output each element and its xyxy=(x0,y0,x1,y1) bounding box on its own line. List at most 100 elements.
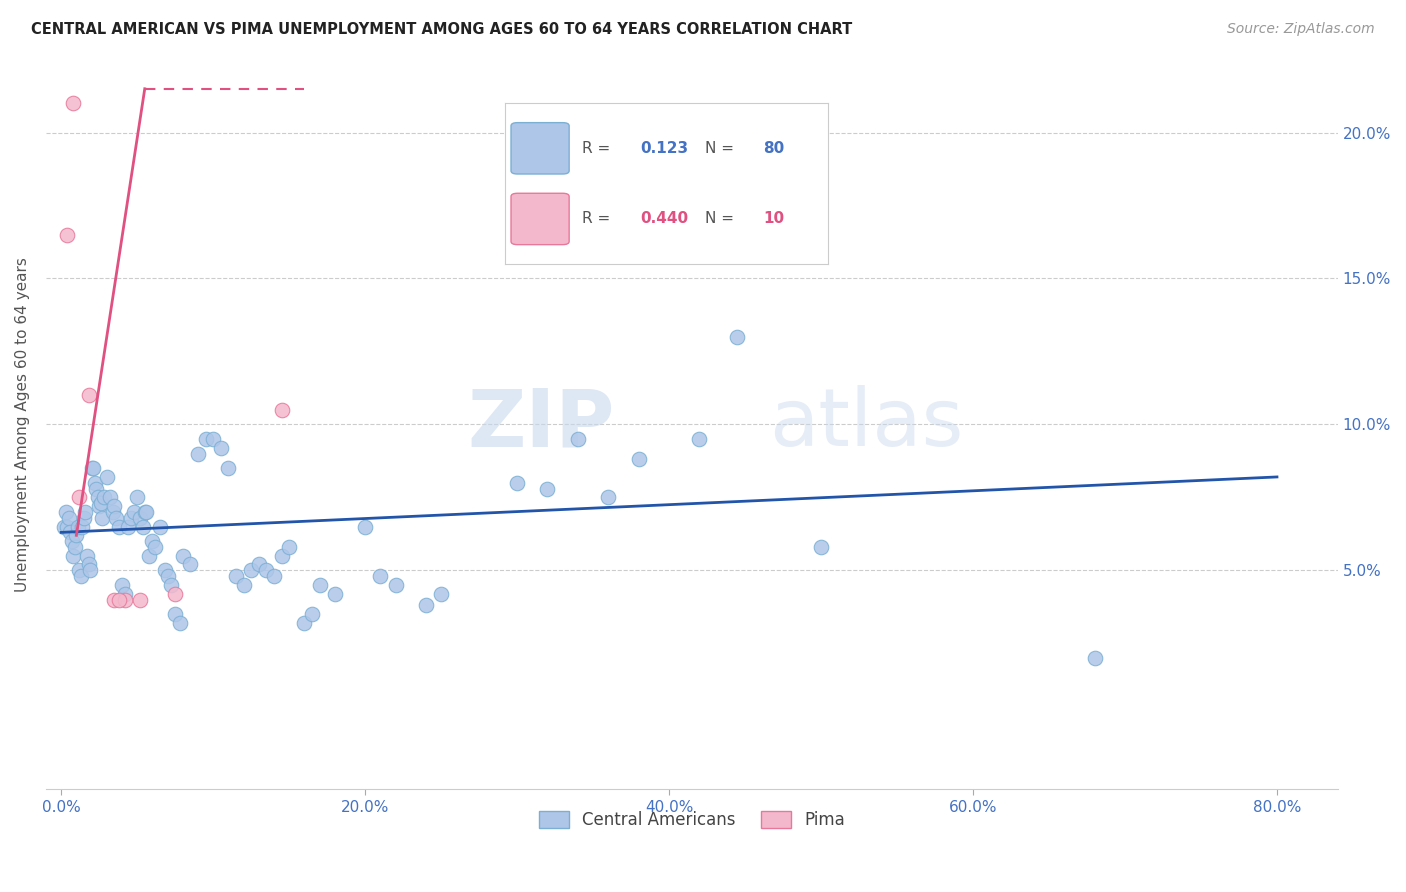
Point xyxy=(187,447,209,461)
Point xyxy=(278,540,301,554)
Point xyxy=(114,592,136,607)
Point xyxy=(1084,651,1107,665)
Y-axis label: Unemployment Among Ages 60 to 64 years: Unemployment Among Ages 60 to 64 years xyxy=(15,257,30,592)
Point xyxy=(98,491,121,505)
Point xyxy=(108,519,131,533)
Point xyxy=(169,615,191,630)
Point xyxy=(384,578,406,592)
Point xyxy=(76,549,98,563)
Point xyxy=(91,510,114,524)
Point xyxy=(292,615,315,630)
Point xyxy=(60,534,83,549)
Point xyxy=(270,402,292,417)
Legend: Central Americans, Pima: Central Americans, Pima xyxy=(533,804,852,836)
Point xyxy=(194,432,217,446)
Point xyxy=(86,491,108,505)
Point xyxy=(89,499,111,513)
Point xyxy=(65,528,87,542)
Point xyxy=(270,549,292,563)
Point xyxy=(567,432,589,446)
Point xyxy=(132,519,155,533)
Point xyxy=(129,592,152,607)
Point xyxy=(627,452,650,467)
Point xyxy=(156,569,179,583)
Point xyxy=(114,587,136,601)
Point xyxy=(66,519,89,533)
Point xyxy=(165,587,187,601)
Point xyxy=(159,578,181,592)
Point xyxy=(75,505,97,519)
Point xyxy=(658,242,681,256)
Point xyxy=(63,540,86,554)
Point xyxy=(56,519,79,533)
Point xyxy=(135,505,157,519)
Text: Source: ZipAtlas.com: Source: ZipAtlas.com xyxy=(1227,22,1375,37)
Point xyxy=(58,510,80,524)
Point xyxy=(240,563,263,577)
Point xyxy=(145,540,167,554)
Text: ZIP: ZIP xyxy=(467,385,614,464)
Point xyxy=(111,578,134,592)
Point xyxy=(103,592,125,607)
Point xyxy=(62,549,84,563)
Point xyxy=(73,510,96,524)
Point xyxy=(810,540,832,554)
Point xyxy=(77,388,100,402)
Point xyxy=(103,499,125,513)
Point xyxy=(62,96,84,111)
Point xyxy=(77,558,100,572)
Point xyxy=(415,599,437,613)
Point xyxy=(598,491,620,505)
Point xyxy=(53,519,76,533)
Point xyxy=(56,227,79,242)
Point xyxy=(59,525,82,540)
Point xyxy=(80,461,103,475)
Point xyxy=(368,569,391,583)
Point xyxy=(217,461,239,475)
Point xyxy=(179,558,201,572)
Point xyxy=(202,432,225,446)
Point xyxy=(247,558,270,572)
Point xyxy=(138,549,160,563)
Point xyxy=(108,592,131,607)
Point xyxy=(82,461,104,475)
Point xyxy=(90,496,112,510)
Point xyxy=(149,519,172,533)
Point xyxy=(127,491,149,505)
Point xyxy=(134,505,156,519)
Point xyxy=(101,505,124,519)
Point xyxy=(688,432,710,446)
Point xyxy=(83,475,105,490)
Point xyxy=(153,563,176,577)
Point xyxy=(430,587,453,601)
Point xyxy=(301,607,323,621)
Text: atlas: atlas xyxy=(769,385,963,464)
Point xyxy=(104,510,127,524)
Text: CENTRAL AMERICAN VS PIMA UNEMPLOYMENT AMONG AGES 60 TO 64 YEARS CORRELATION CHAR: CENTRAL AMERICAN VS PIMA UNEMPLOYMENT AM… xyxy=(31,22,852,37)
Point xyxy=(84,482,107,496)
Point xyxy=(96,470,118,484)
Point xyxy=(308,578,330,592)
Point xyxy=(254,563,277,577)
Point xyxy=(117,519,139,533)
Point xyxy=(323,587,346,601)
Point xyxy=(79,563,101,577)
Point xyxy=(506,475,529,490)
Point xyxy=(263,569,285,583)
Point xyxy=(536,482,558,496)
Point xyxy=(354,519,377,533)
Point xyxy=(172,549,194,563)
Point xyxy=(209,441,232,455)
Point xyxy=(93,491,115,505)
Point xyxy=(67,491,90,505)
Point xyxy=(165,607,187,621)
Point xyxy=(67,563,90,577)
Point xyxy=(55,505,77,519)
Point xyxy=(70,569,93,583)
Point xyxy=(225,569,247,583)
Point xyxy=(727,330,749,344)
Point xyxy=(232,578,254,592)
Point xyxy=(141,534,163,549)
Point xyxy=(122,505,145,519)
Point xyxy=(72,519,94,533)
